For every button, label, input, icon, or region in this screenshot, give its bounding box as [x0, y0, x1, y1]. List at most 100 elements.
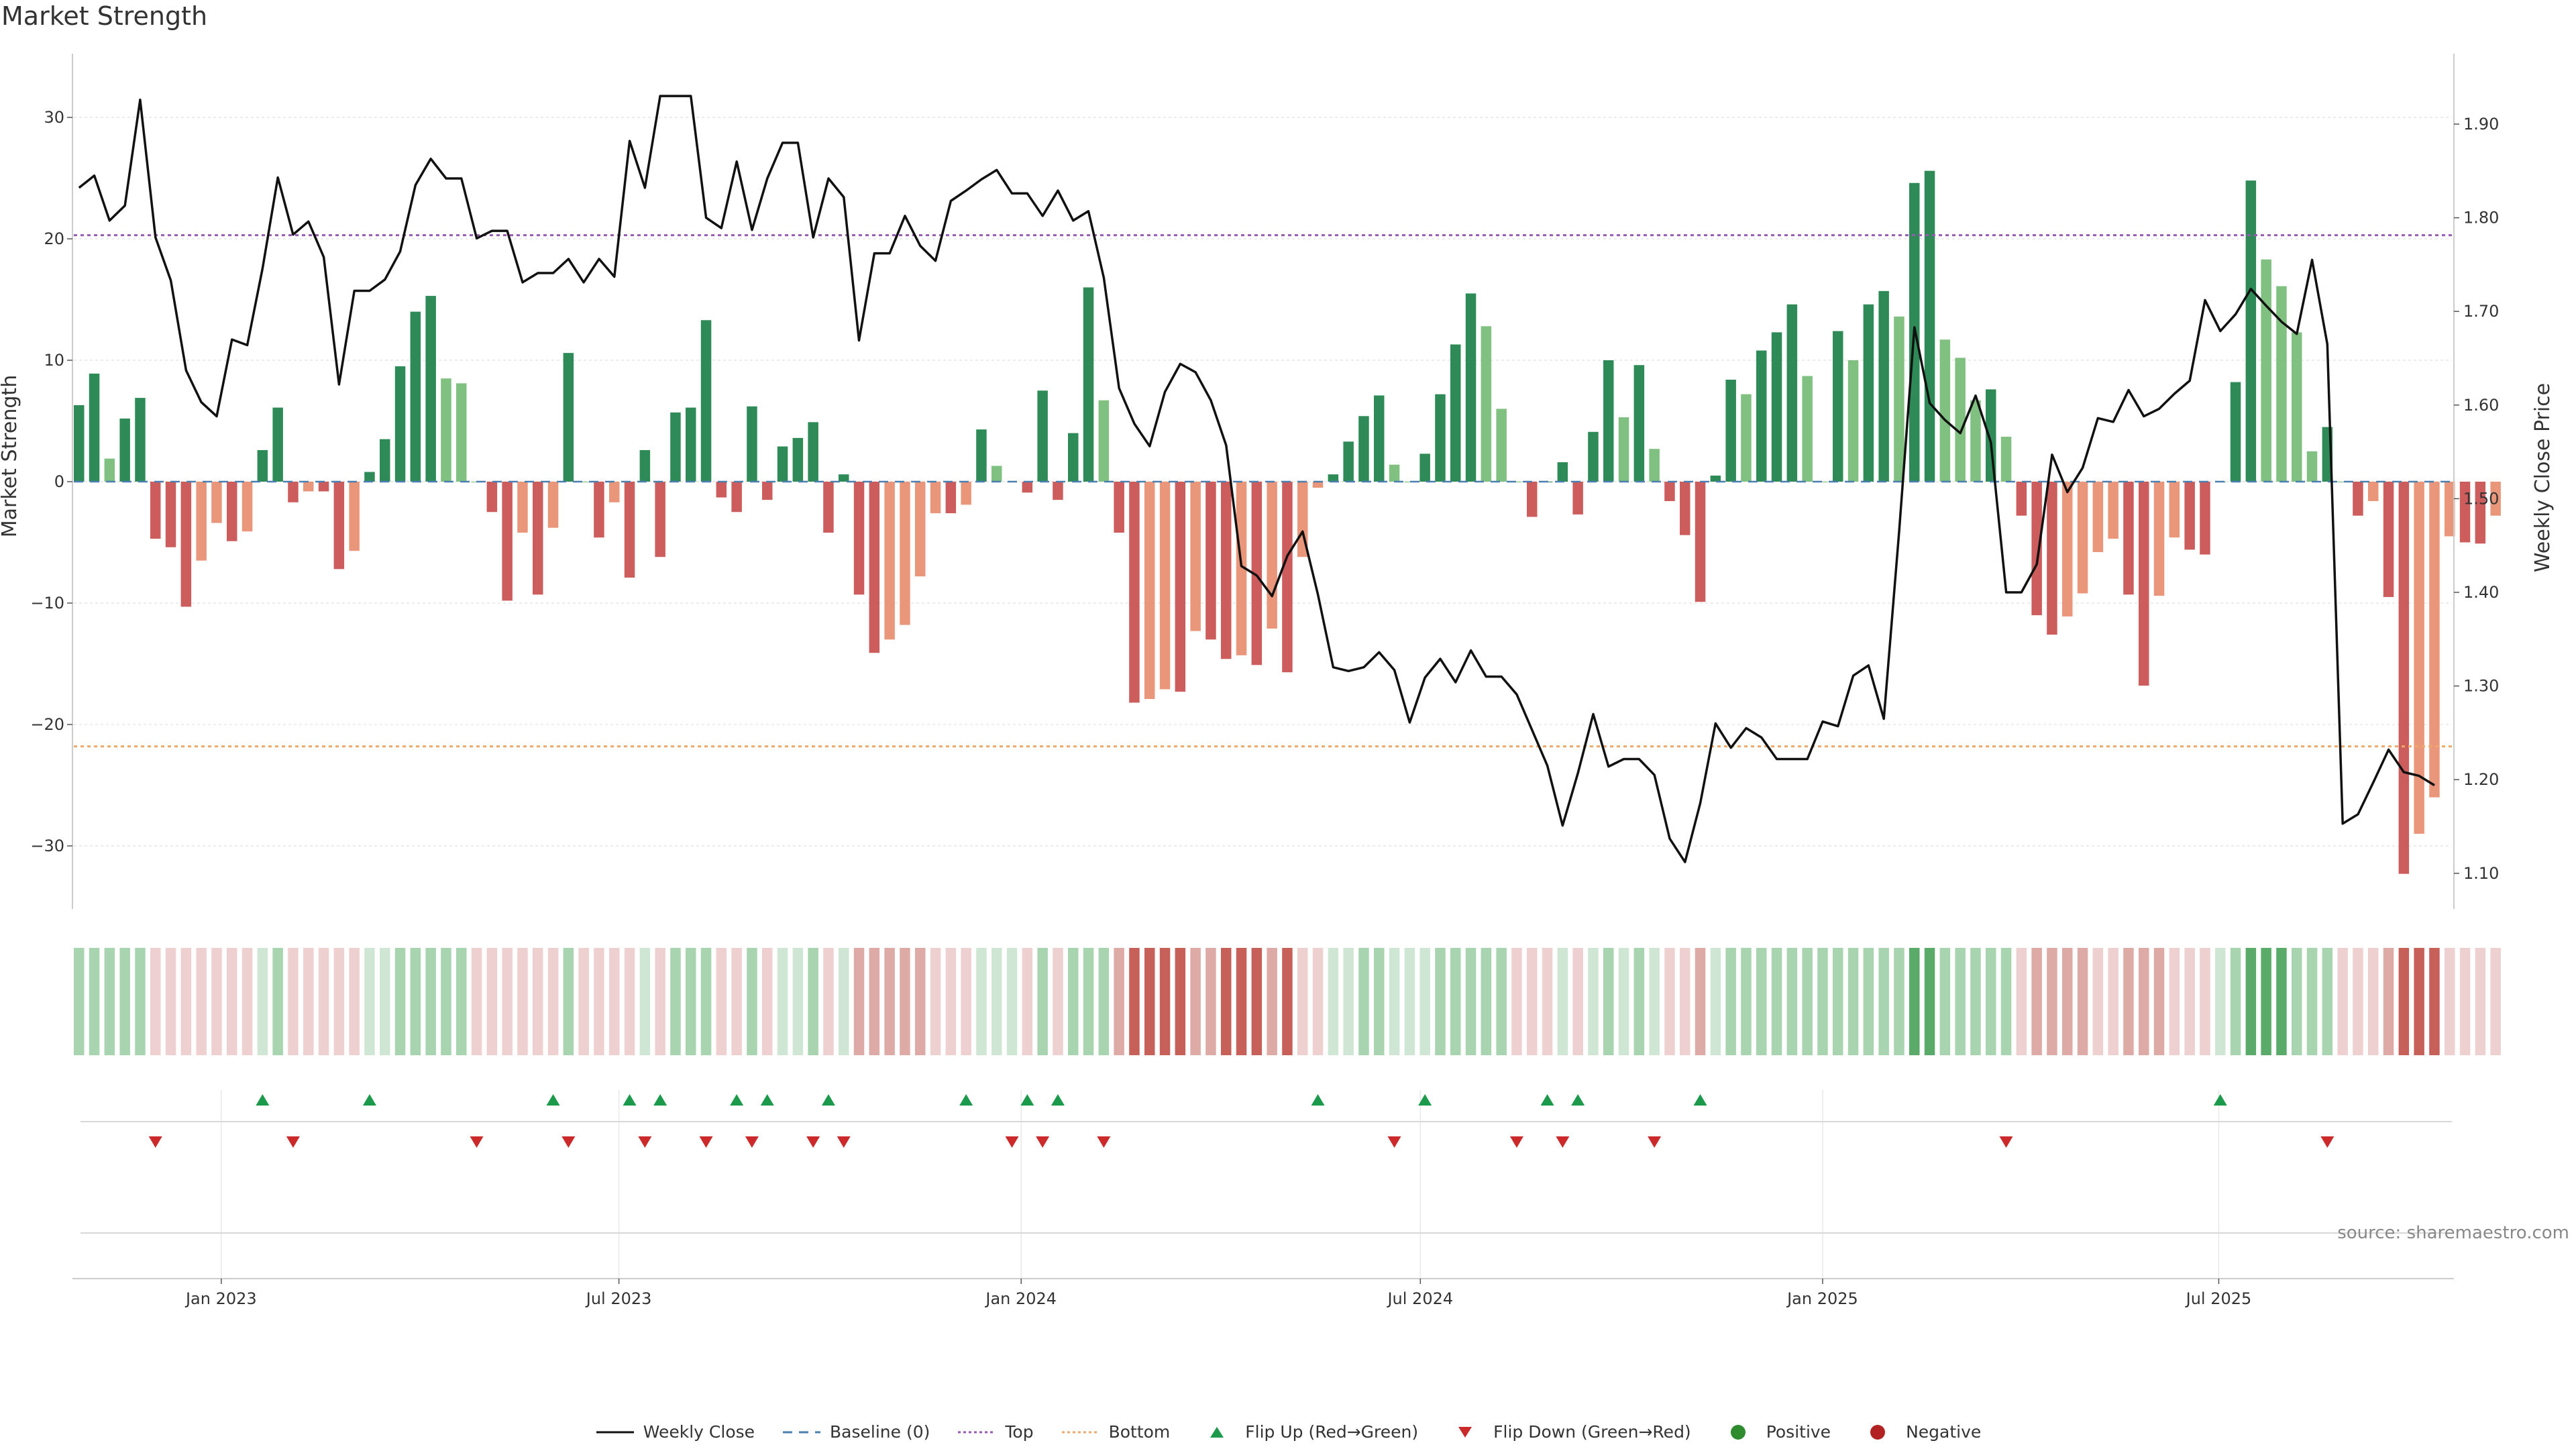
- legend-swatch: [596, 1431, 634, 1433]
- flip-down-marker: [2320, 1136, 2334, 1148]
- strength-bar: [747, 406, 757, 482]
- heat-cell: [2062, 948, 2073, 1055]
- legend-swatch: [1458, 1426, 1472, 1438]
- x-tick-label: Jan 2025: [1786, 1289, 1858, 1308]
- flip-up-marker: [2213, 1094, 2227, 1106]
- strength-bar: [1144, 482, 1155, 699]
- strength-bar: [303, 482, 314, 492]
- heat-cell: [1159, 948, 1171, 1055]
- flip-down-marker: [1509, 1136, 1523, 1148]
- heat-cell: [1633, 948, 1645, 1055]
- strength-bar: [2429, 482, 2440, 798]
- strength-bar: [1159, 482, 1171, 690]
- strength-bar: [930, 482, 941, 514]
- legend-item: Top: [957, 1422, 1034, 1442]
- strength-bar: [2490, 482, 2501, 516]
- heat-cell: [1481, 948, 1492, 1055]
- strength-bar: [1389, 464, 1400, 482]
- strength-bar: [1939, 339, 1951, 482]
- strength-bar: [1527, 482, 1538, 517]
- flip-up-marker: [1571, 1094, 1585, 1106]
- reference-lines: [74, 234, 2452, 748]
- flip-up-marker: [362, 1094, 376, 1106]
- legend-label: Flip Down (Green→Red): [1493, 1422, 1691, 1442]
- strength-bar: [533, 482, 543, 595]
- heat-cell: [1129, 948, 1140, 1055]
- heat-cell: [1863, 948, 1874, 1055]
- heat-cell: [333, 948, 345, 1055]
- strength-bar: [2153, 482, 2165, 596]
- strength-bar: [1450, 344, 1461, 482]
- heat-cell: [1756, 948, 1767, 1055]
- heat-cell: [1022, 948, 1033, 1055]
- strength-bar: [961, 482, 971, 505]
- heat-cell: [1878, 948, 1889, 1055]
- heat-cell: [2184, 948, 2195, 1055]
- heat-cell: [1236, 948, 1247, 1055]
- heat-cell: [884, 948, 895, 1055]
- y2-tick-label: 1.10: [2463, 864, 2499, 883]
- flip-up-marker: [1051, 1094, 1065, 1106]
- heat-cell: [227, 948, 237, 1055]
- strength-bar: [1083, 287, 1094, 482]
- strength-bar: [1221, 482, 1232, 659]
- heat-cell: [1847, 948, 1859, 1055]
- y2-tick-label: 1.40: [2463, 583, 2499, 602]
- heat-cell: [747, 948, 757, 1055]
- strength-bar: [563, 353, 574, 482]
- heat-cell: [609, 948, 620, 1055]
- heat-cell: [1267, 948, 1277, 1055]
- strength-bar: [1955, 358, 1966, 482]
- heat-cell: [1572, 948, 1583, 1055]
- heat-cell: [1098, 948, 1110, 1055]
- flip-down-marker: [286, 1136, 300, 1148]
- heat-cell: [1006, 948, 1018, 1055]
- strength-bar: [686, 407, 696, 482]
- strength-bar: [1725, 379, 1736, 482]
- x-tick-label: Jan 2024: [984, 1289, 1057, 1308]
- heat-cell: [502, 948, 513, 1055]
- heat-cell: [2092, 948, 2104, 1055]
- strength-bar: [2398, 482, 2410, 874]
- heat-cell: [1053, 948, 1063, 1055]
- heat-cell: [976, 948, 987, 1055]
- heat-cell: [2169, 948, 2180, 1055]
- strength-bar: [1343, 441, 1354, 482]
- strength-bar: [1068, 433, 1079, 482]
- flip-up-icon: [1210, 1426, 1224, 1438]
- heat-cell: [1374, 948, 1385, 1055]
- heat-cell: [2016, 948, 2027, 1055]
- heat-cell: [1986, 948, 1996, 1055]
- y2-tick-label: 1.70: [2463, 302, 2499, 321]
- strength-bar: [1557, 462, 1568, 482]
- heat-cell: [364, 948, 375, 1055]
- strength-bar: [1603, 360, 1614, 482]
- strength-bar: [2184, 482, 2195, 550]
- y-tick-label: −30: [30, 837, 64, 855]
- heat-cell: [425, 948, 436, 1055]
- legend-swatch: [1061, 1431, 1099, 1433]
- heat-cell: [915, 948, 926, 1055]
- flip-markers: [148, 1094, 2334, 1148]
- heat-cell: [394, 948, 406, 1055]
- strength-bar: [1786, 304, 1798, 482]
- legend-circle-icon: [1870, 1424, 1886, 1440]
- flip-up-marker: [1693, 1094, 1707, 1106]
- strength-bar: [808, 422, 818, 482]
- y-tick-label: −10: [30, 594, 64, 612]
- heat-cell: [1680, 948, 1690, 1055]
- x-tick-label: Jul 2025: [2185, 1289, 2252, 1308]
- flip-up-marker: [821, 1094, 835, 1106]
- strength-bar: [272, 407, 283, 482]
- heat-cell: [2398, 948, 2410, 1055]
- heat-cell: [686, 948, 696, 1055]
- strength-bar: [1481, 326, 1492, 482]
- flip-up-marker: [1020, 1094, 1034, 1106]
- page-title: Market Strength: [1, 1, 208, 31]
- heat-cell: [318, 948, 329, 1055]
- strength-bar: [1267, 482, 1277, 629]
- heat-cell: [1312, 948, 1324, 1055]
- strength-bar: [609, 482, 620, 502]
- heat-cell: [2123, 948, 2134, 1055]
